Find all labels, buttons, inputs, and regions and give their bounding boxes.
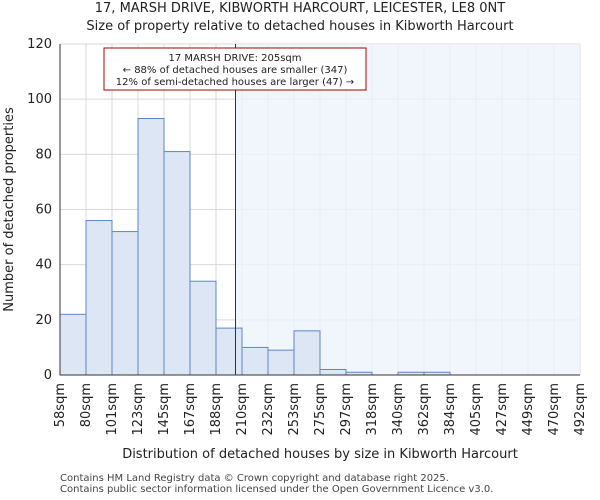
bar — [319, 368, 347, 376]
x-tick-label: 384sqm — [443, 383, 458, 436]
x-tick-label: 297sqm — [339, 383, 354, 436]
footer-line-2: Contains public sector information licen… — [60, 484, 494, 495]
chart-title: 17, MARSH DRIVE, KIBWORTH HARCOURT, LEIC… — [94, 1, 506, 16]
x-tick-label: 188sqm — [209, 383, 224, 436]
bar — [111, 231, 139, 376]
x-tick-label: 253sqm — [287, 383, 302, 436]
y-tick-label: 0 — [44, 368, 52, 383]
x-tick-label: 101sqm — [105, 383, 120, 436]
y-tick-labels: 0 20 40 60 80 100 120 — [27, 37, 52, 383]
property-annotation: 17 MARSH DRIVE: 205sqm ← 88% of detached… — [103, 47, 367, 91]
x-tick-label: 405sqm — [469, 383, 484, 436]
y-axis-label: Number of detached properties — [2, 107, 17, 312]
x-tick-label: 58sqm — [53, 383, 68, 427]
y-tick-label: 60 — [35, 203, 52, 218]
x-tick-label: 362sqm — [417, 383, 432, 436]
x-tick-label: 167sqm — [183, 383, 198, 436]
annotation-line-3: 12% of semi-detached houses are larger (… — [116, 77, 354, 88]
x-tick-label: 210sqm — [235, 383, 250, 436]
x-tick-label: 470sqm — [547, 383, 562, 436]
bar — [293, 330, 321, 376]
bars — [59, 117, 451, 376]
annotation-box — [103, 47, 367, 91]
y-tick-label: 40 — [35, 258, 52, 273]
chart-subtitle: Size of property relative to detached ho… — [86, 19, 514, 34]
x-tick-label: 340sqm — [391, 383, 406, 436]
y-tick-label: 20 — [35, 313, 52, 328]
x-tick-label: 80sqm — [79, 383, 94, 427]
bar — [189, 280, 217, 376]
larger-properties-region — [235, 44, 580, 375]
bar — [59, 313, 87, 376]
y-tick-label: 80 — [35, 147, 52, 162]
annotation-line-2: ← 88% of detached houses are smaller (34… — [123, 65, 348, 76]
bar — [137, 117, 165, 376]
bar — [163, 151, 191, 376]
x-axis-label: Distribution of detached houses by size … — [122, 447, 518, 462]
x-tick-label: 427sqm — [495, 383, 510, 436]
x-tick-label: 449sqm — [521, 383, 536, 436]
x-tick-label: 492sqm — [573, 383, 588, 436]
x-tick-labels: 58sqm 80sqm 101sqm 123sqm 145sqm 167sqm 188sqm… — [53, 383, 588, 436]
x-tick-label: 275sqm — [313, 383, 328, 436]
x-tick-label: 145sqm — [157, 383, 172, 436]
bar — [241, 346, 269, 376]
x-tick-label: 318sqm — [365, 383, 380, 436]
x-tick-label: 232sqm — [261, 383, 276, 436]
x-tick-label: 123sqm — [131, 383, 146, 436]
footer-line-1: Contains HM Land Registry data © Crown c… — [60, 473, 449, 484]
y-tick-label: 100 — [27, 92, 52, 107]
bar — [85, 220, 113, 376]
histogram-chart: 0 20 40 60 80 100 120 58sqm 80sqm 101sqm 123sqm 14… — [2, 37, 588, 462]
bar — [215, 327, 243, 376]
bar — [267, 349, 295, 376]
y-tick-label: 120 — [27, 37, 52, 52]
annotation-line-1: 17 MARSH DRIVE: 205sqm — [168, 53, 301, 64]
